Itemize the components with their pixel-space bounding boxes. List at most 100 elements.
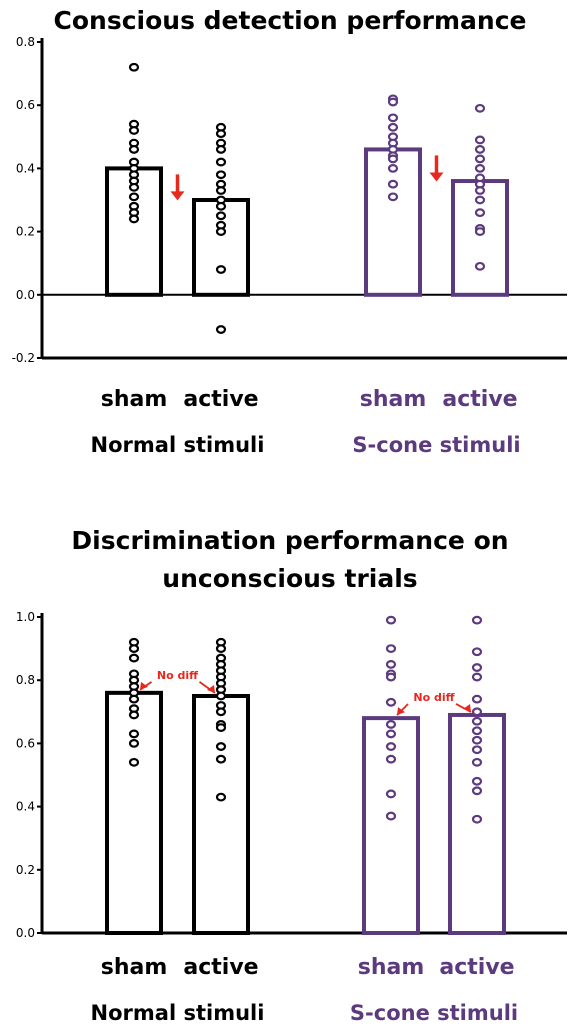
chart2-cond-label-normal-active: active xyxy=(183,955,258,980)
chart1-point-normal-sham xyxy=(128,192,140,202)
chart2-point-scone-sham xyxy=(385,697,397,707)
chart2-point-normal-sham xyxy=(128,710,140,720)
chart1-point-scone-sham xyxy=(387,113,399,123)
chart2-point-scone-sham xyxy=(385,742,397,751)
chart2-point-scone-sham xyxy=(385,811,397,821)
chart2-point-scone-active xyxy=(471,716,483,726)
chart1-point-normal-active xyxy=(215,325,227,334)
chart2-bar-normal-sham xyxy=(105,690,163,935)
chart2-y-tick-label: 0.0 xyxy=(16,926,35,940)
chart1-y-tick-label: 0.0 xyxy=(16,288,35,302)
chart1-point-scone-sham xyxy=(387,154,399,164)
chart2-point-normal-active xyxy=(215,707,227,717)
chart2-point-scone-sham xyxy=(385,720,397,729)
chart2-y-tick-label: 1.0 xyxy=(16,610,35,624)
chart2-point-scone-active xyxy=(471,735,483,745)
chart1-y-tick-label: 0.6 xyxy=(16,98,35,112)
chart1-cond-label-scone-sham: sham xyxy=(360,387,427,412)
chart1-plot: -0.2 0.0 0.2 0.4 0.6 0.8 sham active Normal stim… xyxy=(12,35,567,457)
chart2-point-scone-active xyxy=(471,745,483,755)
chart2-point-normal-sham xyxy=(128,729,140,739)
chart1-point-scone-active xyxy=(474,135,486,145)
chart2-point-normal-sham xyxy=(128,653,140,663)
chart2-point-scone-active xyxy=(471,663,483,672)
chart2-y-tick-label: 0.4 xyxy=(16,800,35,814)
chart2-point-normal-active xyxy=(215,742,227,751)
chart2-y-tick-label: 0.6 xyxy=(16,736,35,750)
chart2-point-normal-active xyxy=(215,691,227,701)
chart1-point-normal-active xyxy=(215,265,227,274)
chart1-point-normal-sham xyxy=(128,214,140,224)
chart2-point-scone-active xyxy=(471,647,483,657)
chart2-y-tick-label: 0.2 xyxy=(16,863,35,877)
chart1-point-scone-active xyxy=(474,227,486,237)
chart2-point-scone-sham xyxy=(385,660,397,669)
chart2-point-scone-active xyxy=(471,726,483,736)
chart2-y-tick-label: 0.8 xyxy=(16,673,35,687)
chart2-no-diff-label-normal: No diff xyxy=(157,669,198,682)
chart2-no-diff-arrowhead xyxy=(463,703,471,712)
chart1-point-scone-active xyxy=(474,163,486,173)
chart1-point-normal-active xyxy=(215,186,227,195)
chart1-point-scone-sham xyxy=(387,97,399,107)
chart2-no-diff-arrowhead xyxy=(397,707,405,716)
chart2-point-scone-active xyxy=(471,814,483,824)
chart1-point-scone-active xyxy=(474,145,486,154)
chart2-point-normal-sham xyxy=(128,644,140,653)
chart1-point-scone-active xyxy=(474,208,486,218)
chart1-point-normal-active xyxy=(215,211,227,221)
chart1-point-scone-active xyxy=(474,154,486,164)
chart2-point-normal-sham xyxy=(128,757,140,767)
chart2-point-scone-sham xyxy=(385,754,397,764)
chart1-point-normal-sham xyxy=(128,145,140,154)
chart2-point-scone-active xyxy=(471,776,483,786)
chart2-bar-scone-sham xyxy=(362,716,420,936)
chart1-decrease-arrow-head xyxy=(429,172,444,182)
chart2-cond-label-scone-active: active xyxy=(439,955,514,980)
chart1-cond-label-normal-sham: sham xyxy=(101,387,168,412)
chart1-group-label-scone: S-cone stimuli xyxy=(352,433,520,457)
chart2-point-scone-sham xyxy=(385,615,397,625)
chart1-point-scone-active xyxy=(474,186,486,195)
chart1-point-scone-sham xyxy=(387,163,399,173)
chart1-point-normal-active xyxy=(215,227,227,237)
chart2-group-label-normal: Normal stimuli xyxy=(91,1001,265,1025)
chart2-point-scone-active xyxy=(471,615,483,625)
chart2-no-diff-arrowhead xyxy=(207,685,215,693)
chart2-point-normal-active xyxy=(215,754,227,764)
chart1-point-normal-sham xyxy=(128,126,140,135)
chart2-point-scone-sham xyxy=(385,672,397,682)
chart1-point-scone-active xyxy=(474,195,486,205)
chart1-point-scone-active xyxy=(474,261,486,271)
chart2-point-scone-sham xyxy=(385,789,397,799)
chart2-point-normal-sham xyxy=(128,694,140,704)
chart1-y-tick-label: 0.2 xyxy=(16,225,35,239)
chart2-point-scone-active xyxy=(471,694,483,704)
chart1-cond-label-scone-active: active xyxy=(442,387,517,412)
chart2-point-scone-sham xyxy=(385,729,397,739)
chart1-decrease-arrow-head xyxy=(170,191,185,201)
chart1-point-normal-active xyxy=(215,157,227,167)
chart2-cond-label-normal-sham: sham xyxy=(101,955,168,980)
chart2-point-normal-active xyxy=(215,792,227,802)
chart2-point-normal-sham xyxy=(128,738,140,748)
chart1-y-tick-label: 0.4 xyxy=(16,161,35,175)
chart1-point-scone-active xyxy=(474,103,486,113)
chart1-group-label-normal: Normal stimuli xyxy=(91,433,265,457)
chart1-cond-label-normal-active: active xyxy=(183,387,258,412)
chart2-title: Discrimination performance on unconsciou… xyxy=(0,522,580,598)
chart2-no-diff-label-scone: No diff xyxy=(413,691,454,704)
chart2-title-text: Discrimination performance on unconsciou… xyxy=(71,526,509,593)
chart2-plot: 0.0 0.2 0.4 0.6 0.8 1.0 sham active Normal stimu… xyxy=(16,610,567,1025)
chart1-point-scone-sham xyxy=(387,192,399,202)
chart1-point-scone-sham xyxy=(387,122,399,132)
chart2-no-diff-arrowhead xyxy=(140,681,148,690)
chart2-group-label-scone: S-cone stimuli xyxy=(350,1001,518,1025)
chart1-point-normal-active xyxy=(215,145,227,154)
chart1-point-normal-active xyxy=(215,201,227,211)
chart2-point-normal-active xyxy=(215,644,227,653)
chart1-point-normal-active xyxy=(215,129,227,139)
chart1-point-normal-sham xyxy=(128,62,140,72)
chart1-title: Conscious detection performance xyxy=(53,6,527,35)
chart2-point-scone-active xyxy=(471,707,483,717)
